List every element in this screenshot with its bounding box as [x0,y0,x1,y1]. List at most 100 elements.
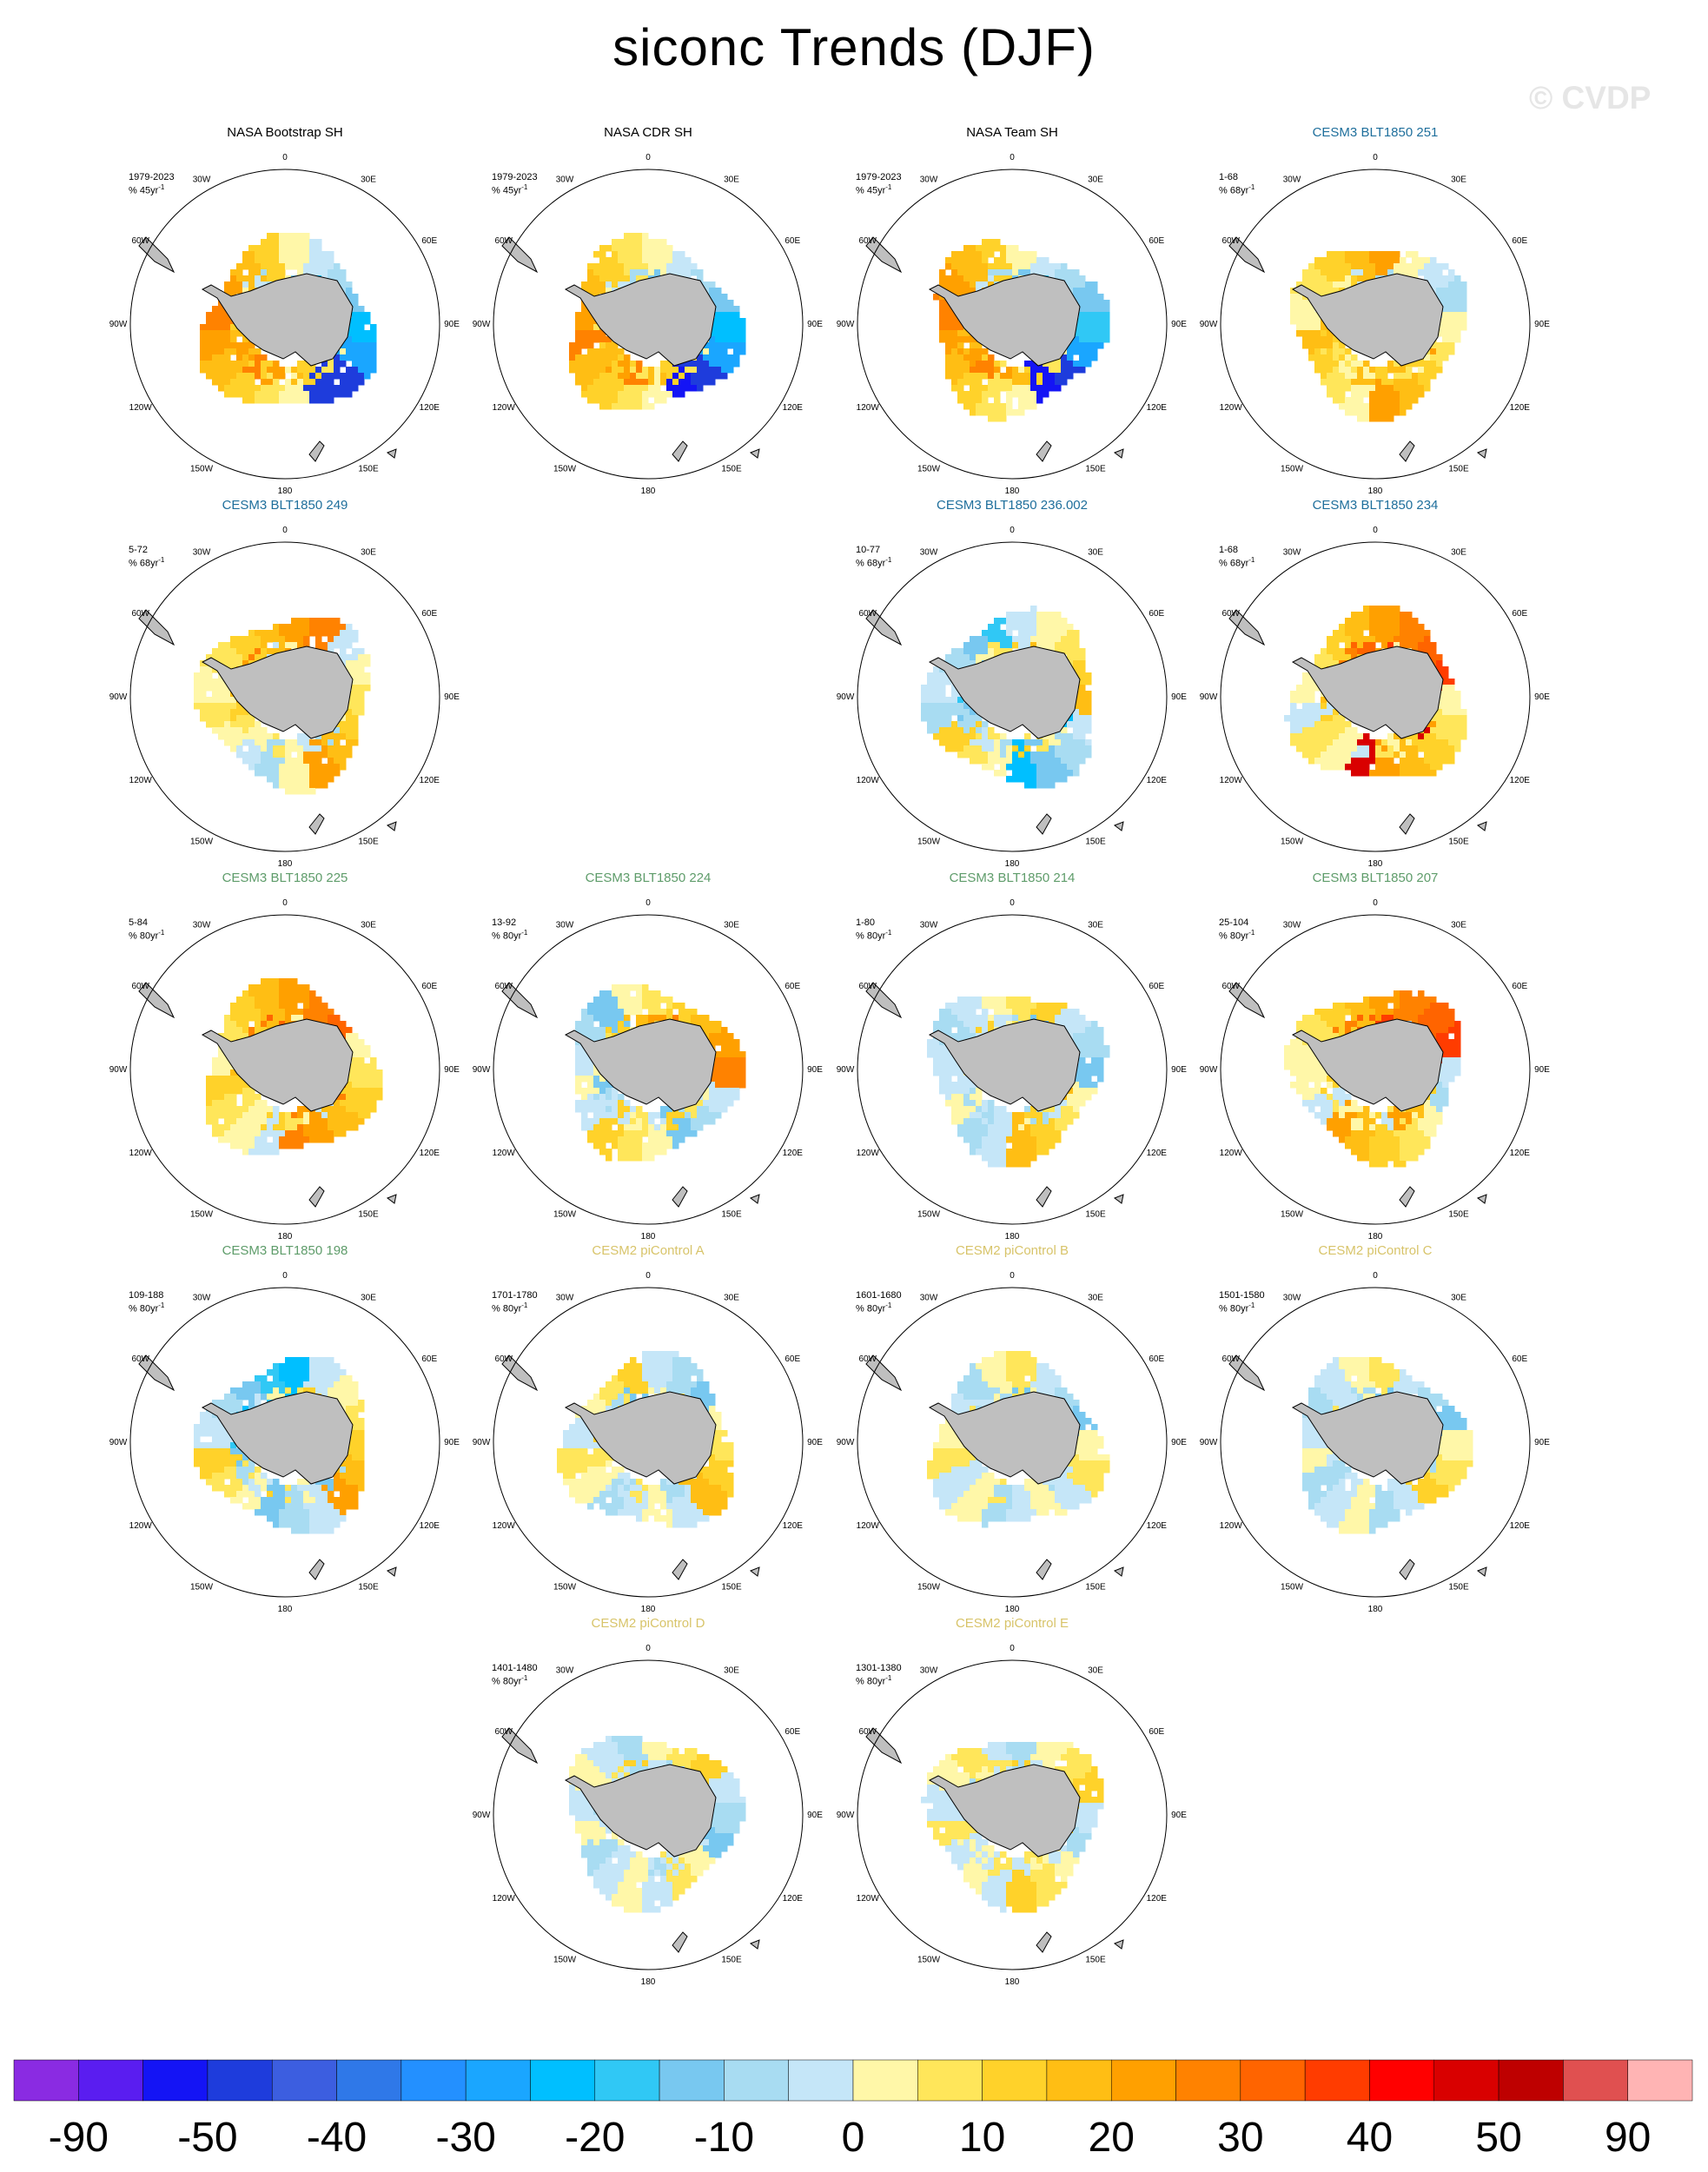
longitude-label: 30E [361,548,376,558]
longitude-label: 120E [1510,776,1531,785]
polar-map: 0 30E 60E 90E 120E 150E 180 150W 120W 90W 60W 30W [837,1644,1188,1984]
longitude-label: 180 [278,1232,293,1239]
panel-units: % 45yr-1 [856,182,891,196]
south-america-landmass [1228,236,1266,274]
longitude-label: 90W [837,1811,855,1820]
south-america-landmass [865,236,903,274]
map-panel: CESM3 BLT1850 224 13-92% 80yr-1 0 30E 60E 90E… [466,871,831,1239]
longitude-label: 30W [556,1666,574,1676]
panel-title: NASA CDR SH [604,125,692,140]
panel-units: % 80yr-1 [1219,1301,1255,1314]
units-exponent: -1 [158,556,165,564]
panel-units-text: % 68yr [1219,185,1249,196]
colorbar-swatch [852,2059,918,2102]
tasmania-landmass [386,1566,397,1577]
longitude-label: 120W [857,403,880,413]
map-boundary [857,914,1168,1225]
panel-years: 1701-1780 [492,1290,538,1301]
polar-map: 0 30E 60E 90E 120E 150E 180 150W 120W 90W 60W 30W [837,153,1188,493]
panel-units: % 45yr-1 [129,182,164,196]
panel-title: CESM3 BLT1850 249 [222,498,348,513]
colorbar-swatch [1433,2059,1499,2102]
longitude-label: 30W [193,175,211,185]
longitude-label: 150W [917,1955,941,1964]
colorbar-label: 40 [1347,2115,1393,2161]
longitude-label: 90E [807,1065,823,1075]
units-exponent: -1 [158,183,165,191]
longitude-label: 30W [556,175,574,185]
longitude-label: 180 [641,1977,656,1984]
longitude-label: 150W [553,1209,577,1219]
units-exponent: -1 [885,556,892,564]
map-panel: CESM2 piControl D 1401-1480% 80yr-1 0 30E 60… [466,1616,831,1984]
longitude-label: 180 [278,859,293,866]
longitude-label: 30W [556,1294,574,1303]
panel-title: CESM2 piControl E [955,1616,1069,1631]
panel-years: 1601-1680 [856,1290,902,1301]
south-america-landmass [501,982,539,1019]
longitude-label: 90E [1171,1438,1187,1447]
panel-units-text: % 80yr [129,930,159,942]
panel-units-text: % 80yr [492,930,522,942]
longitude-label: 120W [857,776,880,785]
panel-units-text: % 68yr [1219,558,1249,569]
new-zealand-landmass [1399,1186,1415,1208]
panel-title: CESM3 BLT1850 234 [1312,498,1439,513]
new-zealand-landmass [308,440,325,462]
longitude-label: 30E [1088,175,1103,185]
longitude-label: 120W [857,1894,880,1904]
longitude-label: 90W [1200,1438,1218,1447]
colorbar-swatch [271,2059,337,2102]
colorbar-label: -20 [565,2115,625,2161]
colorbar-label: -40 [307,2115,367,2161]
panel-years: 1979-2023 [492,172,538,182]
longitude-label: 150W [553,1582,577,1592]
panel-years: 1-68 [1219,545,1239,555]
polar-map: 0 30E 60E 90E 120E 150E 180 150W 120W 90W 60W 30W [109,1271,460,1612]
longitude-label: 120E [420,1149,440,1158]
panel-years: 5-72 [129,545,149,555]
longitude-label: 180 [641,1232,656,1239]
longitude-label: 150W [1281,1209,1304,1219]
longitude-label: 120W [493,1149,516,1158]
longitude-label: 30E [361,1294,376,1303]
map-boundary [129,169,440,480]
longitude-label: 120W [857,1149,880,1158]
longitude-label: 30E [724,1294,739,1303]
panel-units-text: % 68yr [856,558,886,569]
longitude-label: 120E [1147,1149,1168,1158]
panel-units-text: % 80yr [492,1676,522,1687]
panel-title: CESM3 BLT1850 251 [1312,125,1439,140]
longitude-label: 150E [358,464,379,473]
longitude-label: 60E [1512,609,1527,619]
units-exponent: -1 [1248,183,1255,191]
colorbar-swatch [917,2059,983,2102]
tasmania-landmass [1476,448,1487,459]
units-exponent: -1 [521,929,528,937]
colorbar-swatch [1627,2059,1693,2102]
tasmania-landmass [1113,821,1124,831]
trend-field [921,1742,1104,1913]
longitude-label: 120E [783,1149,804,1158]
longitude-label: 60W [1221,1354,1240,1364]
longitude-label: 150E [1085,464,1106,473]
longitude-label: 60W [494,236,513,246]
colorbar-swatch [465,2059,531,2102]
longitude-label: 120W [1220,1521,1243,1531]
longitude-label: 150E [721,464,742,473]
longitude-label: 30W [920,921,938,930]
longitude-label: 180 [1005,487,1020,493]
longitude-label: 150W [917,837,941,846]
new-zealand-landmass [308,813,325,835]
longitude-label: 120E [1147,1894,1168,1904]
longitude-label: 90W [1200,1065,1218,1075]
antarctica-landmass [564,1018,717,1112]
longitude-label: 150E [1448,1209,1469,1219]
south-america-landmass [138,982,175,1019]
new-zealand-landmass [1399,813,1415,835]
colorbar-swatch [530,2059,596,2102]
units-exponent: -1 [521,183,528,191]
longitude-label: 60W [494,982,513,991]
colorbar-swatch [1304,2059,1370,2102]
longitude-label: 0 [1010,526,1015,535]
